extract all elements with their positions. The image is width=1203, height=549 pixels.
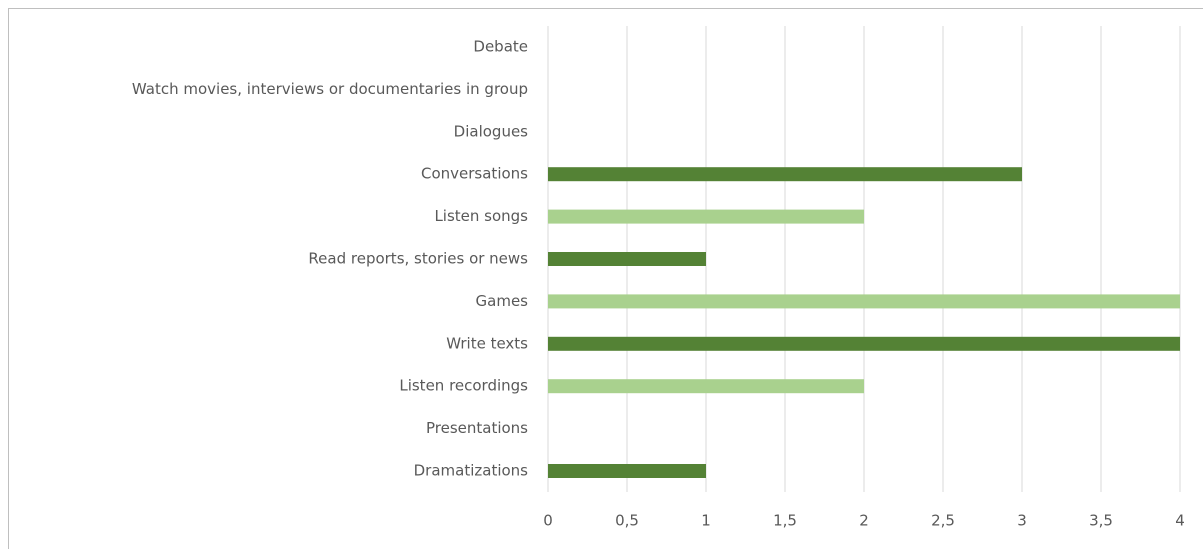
bar: [548, 464, 706, 478]
y-tick-label: Read reports, stories or news: [308, 250, 528, 268]
y-tick-label: Listen songs: [434, 207, 528, 225]
x-tick-label: 3,5: [1089, 512, 1113, 530]
y-tick-label: Presentations: [426, 419, 528, 437]
x-tick-label: 0: [543, 512, 553, 530]
x-tick-label: 3: [1017, 512, 1027, 530]
x-tick-label: 2: [859, 512, 869, 530]
bar: [548, 167, 1022, 182]
y-tick-label: Dramatizations: [414, 462, 529, 480]
chart-frame: [8, 8, 1203, 549]
y-tick-label: Listen recordings: [399, 377, 528, 395]
y-tick-label: Watch movies, interviews or documentarie…: [132, 80, 528, 98]
x-tick-label: 0,5: [615, 512, 639, 530]
bar: [548, 336, 1180, 351]
bar: [548, 294, 1180, 309]
y-tick-label: Conversations: [421, 165, 528, 183]
y-tick-label: Debate: [473, 38, 528, 56]
x-tick-label: 4: [1175, 512, 1185, 530]
y-tick-label: Games: [476, 292, 529, 310]
x-tick-label: 1: [701, 512, 711, 530]
bar: [548, 209, 864, 224]
x-tick-label: 2,5: [931, 512, 955, 530]
y-tick-label: Write texts: [446, 334, 528, 352]
bar: [548, 379, 864, 394]
bar: [548, 252, 706, 266]
x-tick-label: 1,5: [773, 512, 797, 530]
y-tick-label: Dialogues: [454, 122, 529, 140]
